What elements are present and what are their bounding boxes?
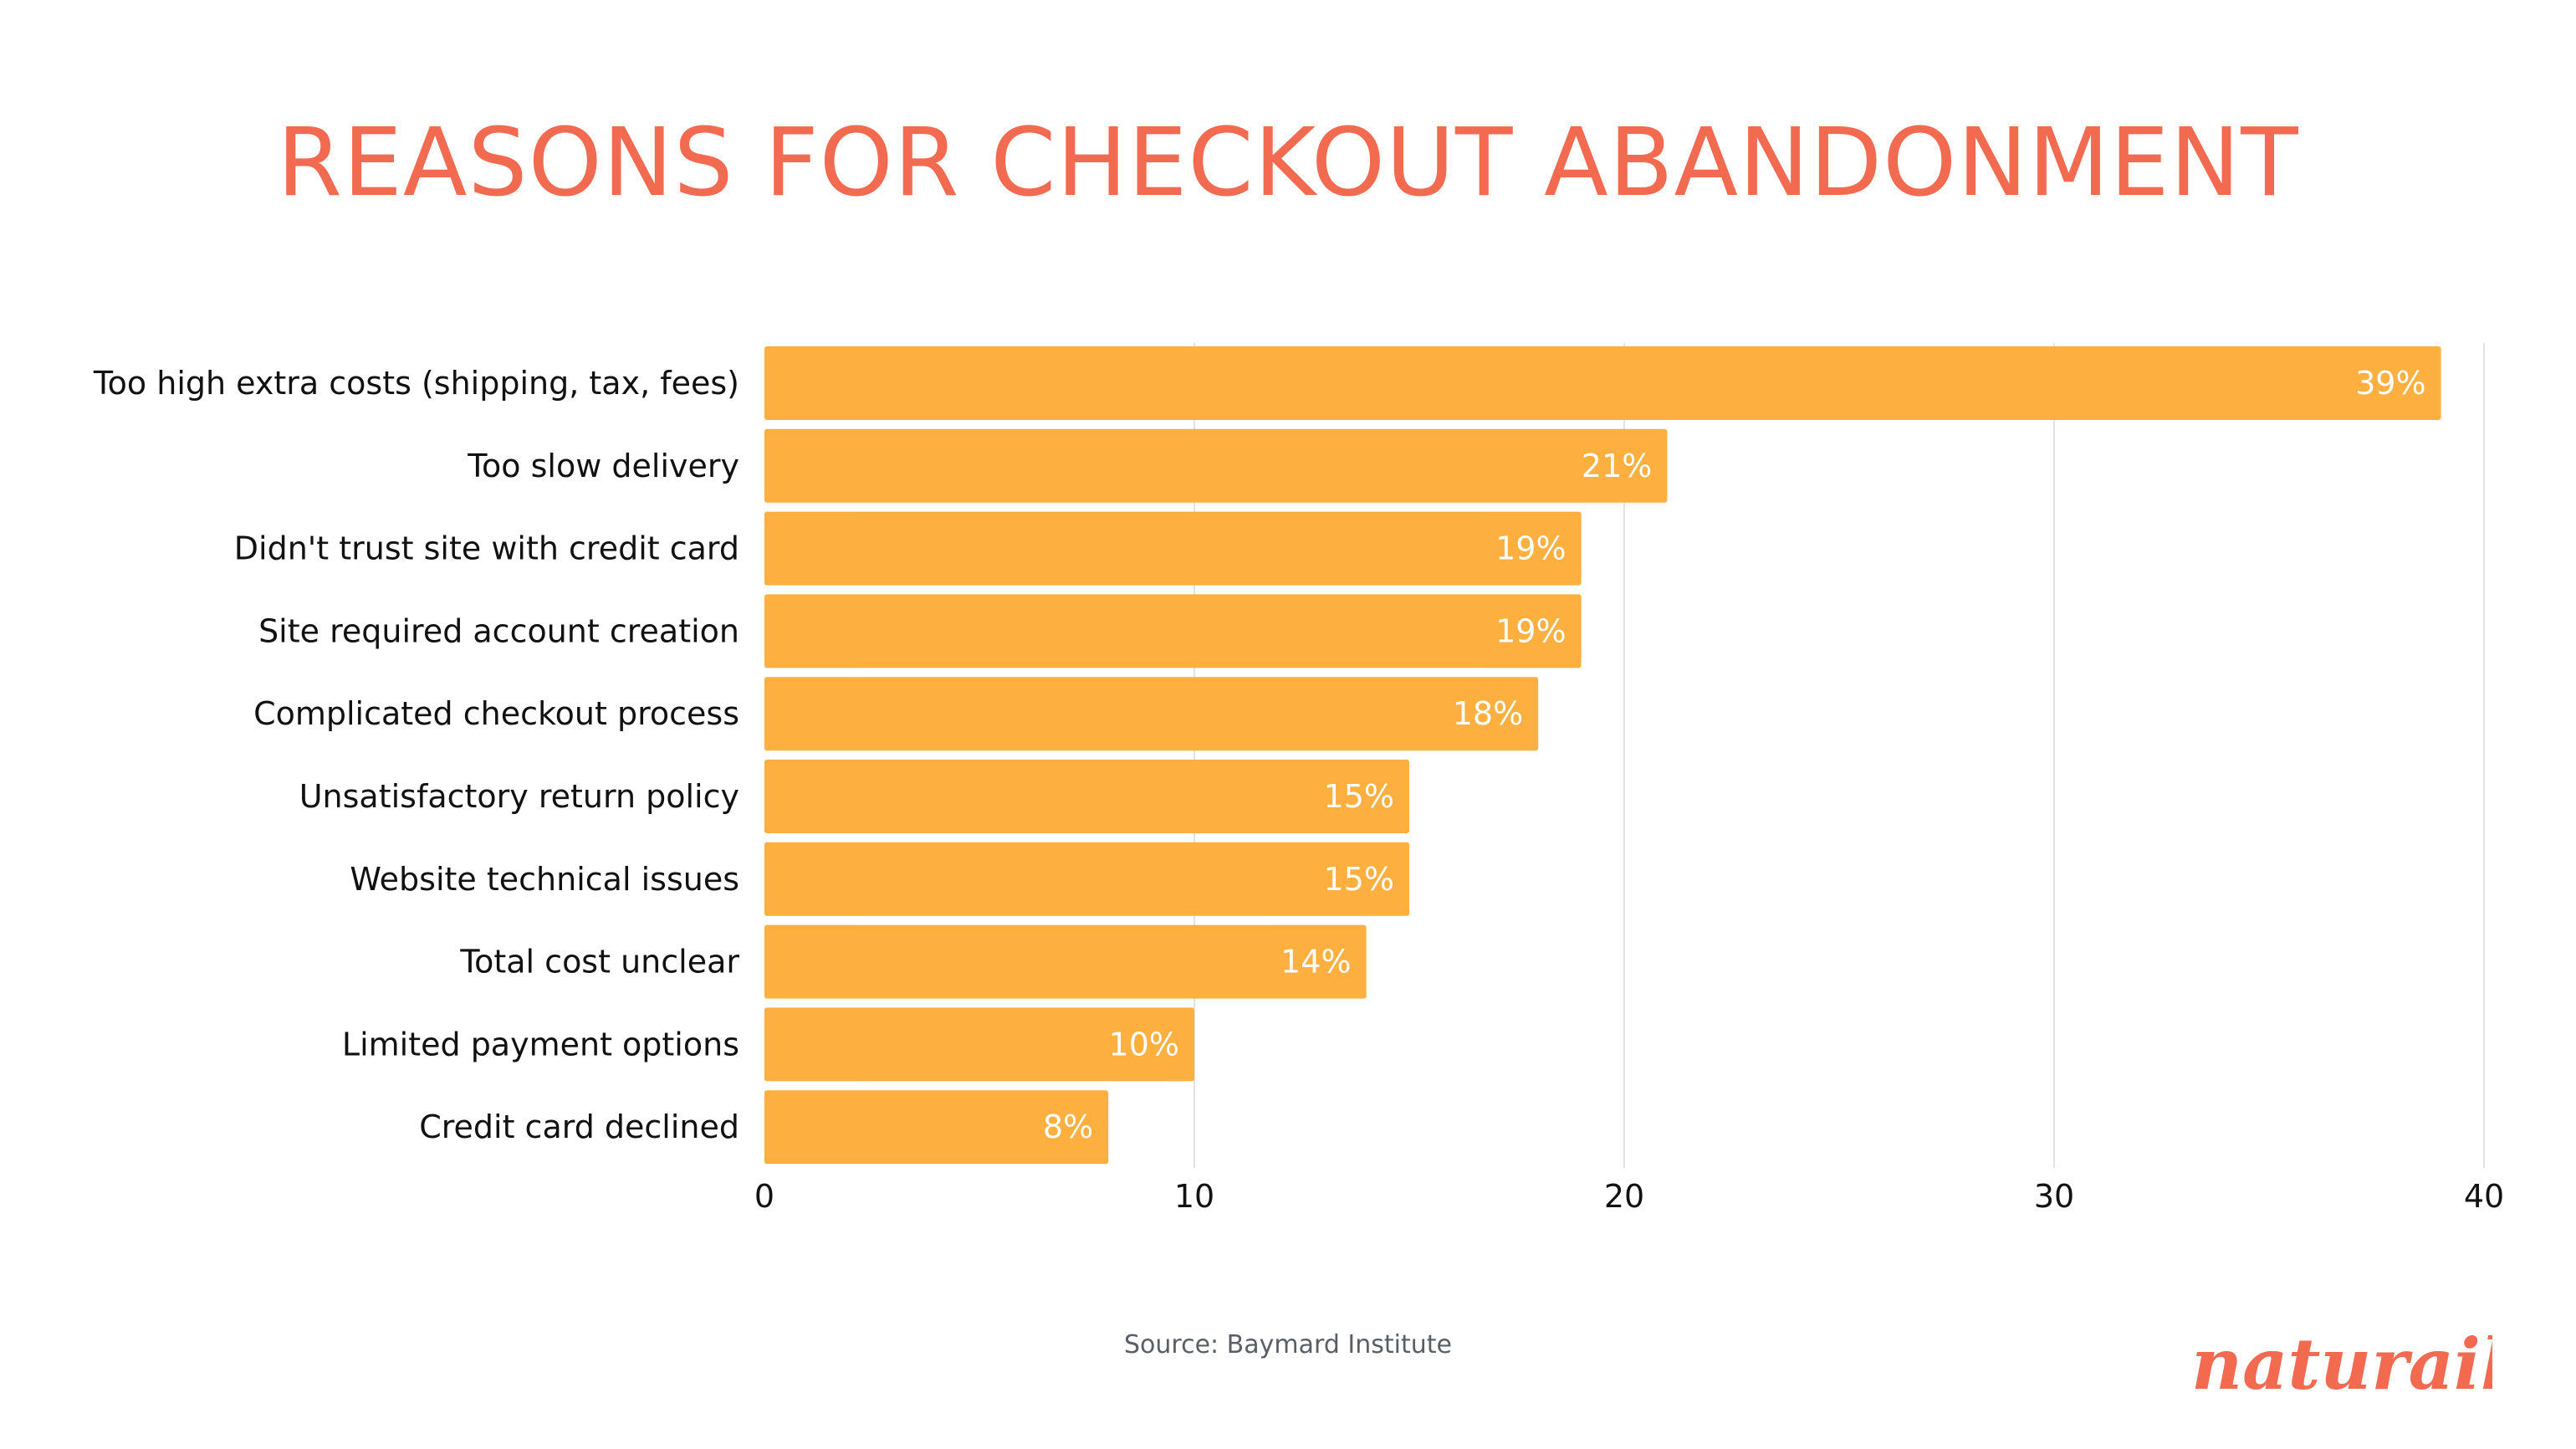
value-label: 15% <box>1324 861 1394 898</box>
category-label: Too high extra costs (shipping, tax, fee… <box>93 365 739 402</box>
value-label: 19% <box>1495 530 1566 567</box>
value-labels: 39% 21% 19% 19% 18% 15% 15% 14% 10% 8% <box>1043 365 2426 1145</box>
chart-title: REASONS FOR CHECKOUT ABANDONMENT <box>277 109 2299 218</box>
bar <box>764 677 1539 751</box>
value-label: 18% <box>1453 695 1523 732</box>
category-label: Limited payment options <box>342 1026 739 1062</box>
x-tick-label: 40 <box>2464 1178 2504 1215</box>
x-axis-ticks: 0 10 20 30 40 <box>754 1178 2504 1215</box>
category-label: Complicated checkout process <box>253 695 739 732</box>
value-label: 21% <box>1582 448 1652 484</box>
category-labels: Too high extra costs (shipping, tax, fee… <box>93 365 739 1145</box>
bar-chart: Too high extra costs (shipping, tax, fee… <box>93 343 2504 1215</box>
category-label: Total cost unclear <box>459 944 739 981</box>
bar <box>764 346 2441 420</box>
category-label: Credit card declined <box>419 1109 739 1145</box>
category-label: Unsatisfactory return policy <box>299 778 739 815</box>
category-label: Website technical issues <box>350 861 739 898</box>
x-tick-label: 20 <box>1604 1178 1644 1215</box>
x-tick-label: 0 <box>754 1178 774 1215</box>
x-tick-label: 10 <box>1174 1178 1214 1215</box>
bar <box>764 1090 1109 1165</box>
source-note: Source: Baymard Institute <box>1124 1330 1452 1359</box>
value-label: 39% <box>2355 365 2425 402</box>
bar <box>764 1007 1194 1082</box>
logo-wordmark: naturaily <box>2191 1323 2492 1405</box>
value-label: 14% <box>1280 944 1351 981</box>
value-label: 19% <box>1495 612 1566 649</box>
value-label: 15% <box>1324 778 1394 815</box>
bar <box>764 760 1409 833</box>
value-label: 10% <box>1109 1026 1179 1062</box>
category-label: Site required account creation <box>258 612 739 649</box>
category-label: Too slow delivery <box>467 448 739 484</box>
bar <box>764 594 1582 668</box>
x-tick-label: 30 <box>2034 1178 2074 1215</box>
bar <box>764 924 1367 999</box>
naturaily-logo: naturaily <box>2191 1323 2492 1405</box>
bar <box>764 428 1668 503</box>
bar <box>764 842 1409 916</box>
value-label: 8% <box>1043 1109 1093 1145</box>
bars <box>764 346 2441 1165</box>
bar <box>764 511 1582 586</box>
category-label: Didn't trust site with credit card <box>234 530 739 567</box>
